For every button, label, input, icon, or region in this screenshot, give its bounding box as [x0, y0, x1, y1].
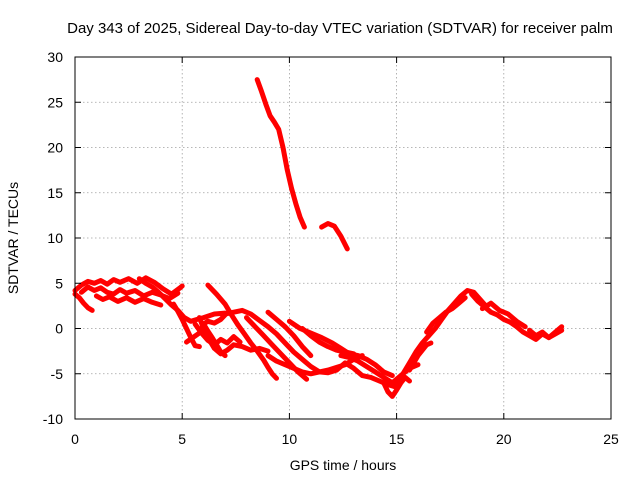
x-tick-label: 5 — [178, 431, 186, 447]
y-tick-label: 10 — [47, 230, 63, 246]
series-arc-17 — [319, 221, 350, 252]
series-arc-11 — [205, 282, 279, 381]
series-arc-1 — [72, 275, 185, 297]
data-series — [72, 77, 565, 399]
series-arc-19 — [299, 326, 357, 357]
series-arc-7 — [184, 312, 228, 345]
series-arc-12 — [222, 307, 400, 390]
axis-ticks: 0 5 10 15 20 25 -10 -5 0 5 10 15 20 25 30 — [43, 49, 619, 447]
y-tick-label: 0 — [55, 321, 63, 337]
series-arc-24 — [424, 295, 468, 335]
series-arc-14 — [254, 77, 307, 230]
series-arc-2 — [72, 291, 95, 313]
y-tick-label: 25 — [47, 94, 63, 110]
x-tick-label: 10 — [282, 431, 298, 447]
series-arc-27 — [527, 324, 565, 341]
series-arc-25 — [469, 291, 565, 342]
x-tick-label: 0 — [71, 431, 79, 447]
x-tick-label: 20 — [496, 431, 512, 447]
y-tick-label: 15 — [47, 185, 63, 201]
series-arc-4 — [93, 293, 164, 308]
y-tick-label: -5 — [51, 366, 64, 382]
y-tick-label: 20 — [47, 140, 63, 156]
y-tick-label: -10 — [43, 411, 63, 427]
y-axis-label: SDTVAR / TECUs — [5, 182, 21, 294]
y-tick-label: 5 — [55, 275, 63, 291]
series-arc-23 — [407, 340, 434, 373]
series-arc-26 — [479, 300, 528, 330]
series-arc-15 — [265, 309, 314, 359]
series-arc-10 — [201, 321, 228, 359]
series-arc-16 — [265, 353, 365, 377]
x-tick-label: 25 — [603, 431, 619, 447]
y-tick-label: 30 — [47, 49, 63, 65]
chart-title: Day 343 of 2025, Sidereal Day-to-day VTE… — [67, 20, 613, 37]
series-arc-6 — [171, 301, 202, 350]
x-axis-label: GPS time / hours — [290, 457, 397, 473]
x-tick-label: 15 — [389, 431, 405, 447]
series-arc-21 — [381, 374, 412, 399]
